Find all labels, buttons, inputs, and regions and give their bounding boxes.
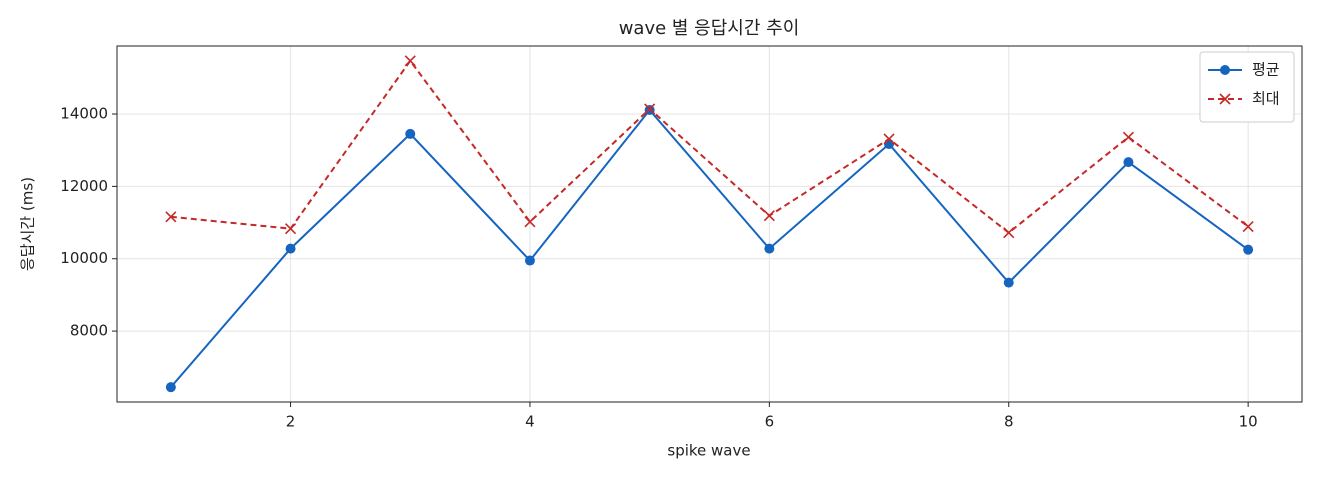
marker [1219, 93, 1231, 105]
plot-frame [116, 45, 1303, 403]
marker [165, 211, 177, 223]
x-tick-label: 2 [286, 413, 296, 431]
x-axis-label: spike wave [667, 442, 750, 460]
marker [285, 243, 296, 254]
marker [763, 210, 775, 222]
marker [1220, 65, 1230, 75]
marker [1243, 244, 1254, 255]
legend-label: 최대 [1252, 90, 1280, 108]
marker [405, 128, 416, 139]
marker [1122, 131, 1135, 143]
y-tick-label: 14000 [60, 105, 108, 123]
chart-title: wave 별 응답시간 추이 [619, 18, 800, 39]
marker [284, 223, 297, 235]
marker [1003, 227, 1015, 239]
marker [524, 255, 535, 266]
y-axis-label: 응답시간 (ms) [19, 177, 37, 271]
marker [1242, 220, 1254, 233]
marker [404, 55, 416, 67]
y-tick-label: 10000 [60, 249, 108, 267]
marker [764, 243, 775, 254]
y-tick-label: 12000 [60, 177, 108, 195]
marker [644, 103, 656, 115]
x-tick-label: 6 [765, 413, 775, 431]
marker [1123, 157, 1134, 168]
marker [165, 382, 176, 393]
marker [524, 216, 536, 228]
series-line [170, 108, 1249, 388]
series-line [170, 59, 1249, 234]
legend-box [1199, 51, 1295, 123]
legend-label: 평균 [1252, 61, 1280, 79]
marker [883, 133, 895, 145]
marker [1003, 277, 1014, 288]
y-tick-label: 8000 [70, 322, 108, 340]
x-tick-label: 10 [1239, 413, 1258, 431]
x-tick-label: 4 [525, 413, 535, 431]
x-tick-label: 8 [1004, 413, 1014, 431]
